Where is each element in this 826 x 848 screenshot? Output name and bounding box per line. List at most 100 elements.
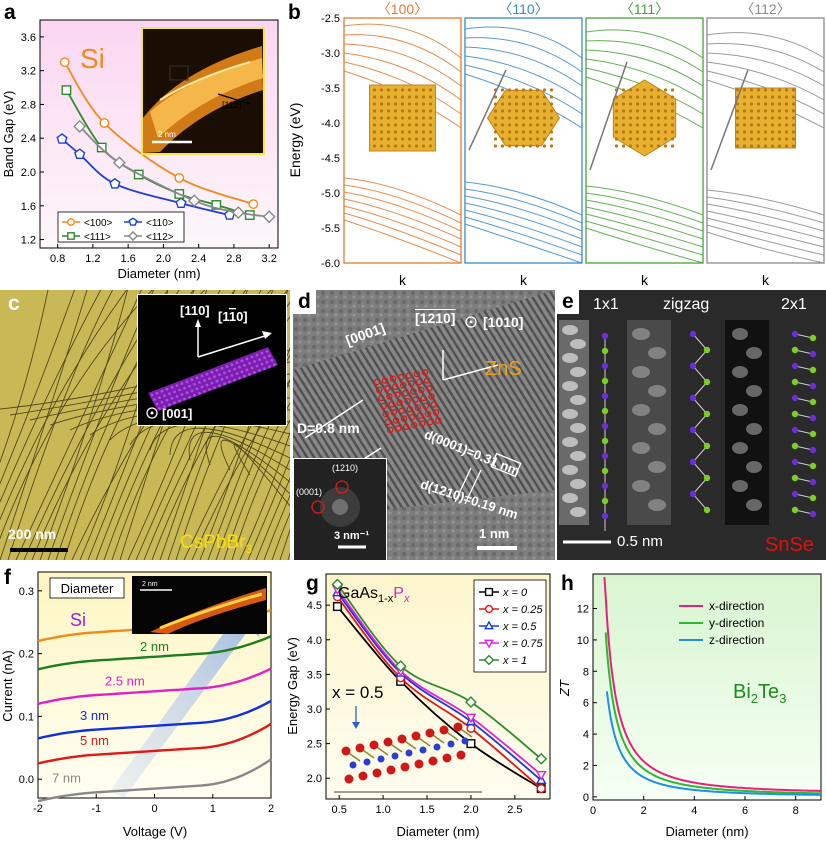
atom (514, 130, 519, 134)
atom-marker (430, 401, 438, 408)
y-tick-label: 1.2 (21, 235, 36, 247)
atom (379, 95, 384, 99)
conduction-band (464, 37, 583, 73)
atom (407, 95, 412, 99)
data-point (262, 210, 276, 224)
atom (777, 95, 782, 99)
atom (628, 123, 633, 127)
atom (649, 88, 654, 92)
atom-marker (412, 396, 419, 403)
x-tick-label: 1.2 (85, 253, 100, 265)
atom-column (648, 461, 666, 473)
atom (763, 102, 768, 106)
lattice-atom (225, 365, 229, 368)
lattice-atom (180, 382, 184, 385)
y-tick-label: 2.0 (21, 167, 36, 179)
atom (500, 137, 505, 141)
atom (549, 130, 554, 134)
atom (656, 95, 661, 99)
atom (621, 102, 626, 106)
atom (649, 130, 654, 134)
energy-tick-label: -4.0 (321, 118, 340, 130)
valence-band (464, 216, 583, 256)
lattice-atom (268, 354, 271, 358)
atom-grid (614, 88, 675, 148)
atom (414, 102, 419, 106)
atom (428, 756, 438, 766)
y-tick-label: 0 (583, 792, 589, 804)
atom (507, 109, 512, 113)
conduction-band (706, 52, 825, 87)
valence-band (706, 210, 825, 240)
lattice-atom (223, 371, 226, 375)
atom (791, 394, 799, 402)
data-point (109, 177, 121, 189)
x-tick-label: 1.6 (120, 253, 135, 265)
valence-band (464, 195, 583, 232)
lattice-atom (223, 382, 226, 386)
atom (372, 144, 377, 148)
atom (386, 88, 391, 92)
atom (628, 137, 633, 141)
valence-band (585, 185, 704, 216)
atom (386, 102, 391, 106)
atom (528, 137, 533, 141)
atom (770, 130, 775, 134)
legend-label: x = 0.75 (502, 638, 543, 650)
atom (635, 144, 640, 148)
y-tick-label: 0.0 (19, 774, 34, 786)
atom (393, 123, 398, 127)
atom (791, 442, 799, 450)
valence-band (343, 212, 462, 256)
atom (535, 95, 540, 99)
atom-marker (426, 385, 433, 392)
atom (777, 123, 782, 127)
valence-band (585, 192, 704, 224)
panel-d-label: d (293, 290, 316, 314)
atom (791, 490, 799, 498)
iv-curve (37, 699, 272, 740)
lattice-atom (260, 362, 264, 366)
atom-column (746, 385, 762, 397)
lattice-atom (243, 363, 246, 367)
atom (601, 437, 609, 445)
atom (393, 130, 398, 134)
atom (379, 88, 384, 92)
lattice-atom (220, 377, 224, 381)
atom (542, 130, 547, 134)
atom (421, 116, 426, 120)
band-title: 〈110〉 (498, 1, 548, 17)
atom (809, 350, 817, 358)
lattice-atom (250, 355, 254, 359)
nanowire (188, 431, 290, 471)
atom (756, 130, 761, 134)
atom (521, 116, 526, 120)
atom (614, 144, 619, 148)
atom-column (732, 404, 748, 416)
atom (421, 88, 426, 92)
atom (419, 746, 427, 754)
atom (407, 102, 412, 106)
lattice-atom (225, 376, 229, 379)
data-point (187, 194, 201, 208)
nanowire (231, 419, 290, 560)
y-tick-label: 4.5 (307, 600, 322, 612)
atom (670, 88, 675, 92)
x-tick-label: 0 (151, 803, 157, 815)
k-label: k (399, 272, 407, 288)
atom (628, 88, 633, 92)
x-tick-label: 3.2 (262, 253, 277, 265)
lattice-atom (173, 390, 176, 394)
atom-column (570, 451, 586, 461)
legend: x-direction y-direction z-direction (679, 599, 764, 647)
conduction-band (464, 46, 583, 87)
atom (535, 123, 540, 127)
crystal-inset: [110] [110] [001] (137, 294, 287, 426)
y-axis-label: ZT (557, 679, 572, 697)
atom (379, 109, 384, 113)
atom (535, 137, 540, 141)
atom (407, 144, 412, 148)
atom (670, 102, 675, 106)
lattice-atom (198, 391, 201, 395)
atom (791, 474, 799, 482)
